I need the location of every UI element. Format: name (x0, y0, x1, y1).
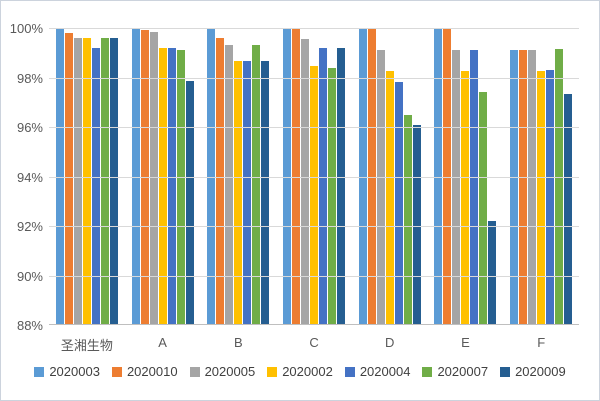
bar-2020005-A (149, 31, 158, 325)
legend-item-2020004: 2020004 (344, 364, 411, 379)
gridline-98 (49, 77, 579, 79)
bar-2020007-B (252, 45, 261, 325)
bar-2020009-D (412, 124, 421, 325)
legend-label: 2020009 (515, 364, 566, 379)
bar-2020005-E (452, 50, 461, 325)
bar-2020010-圣湘生物 (64, 32, 73, 325)
bar-2020010-B (216, 37, 225, 325)
legend-item-2020003: 2020003 (34, 364, 100, 379)
legend-item-2020007: 2020007 (422, 364, 488, 379)
gridline-92 (49, 226, 579, 227)
x-category-label: D (385, 335, 395, 350)
bar-2020002-B (234, 61, 243, 325)
bar-2020005-圣湘生物 (73, 37, 82, 325)
gridline-100 (49, 28, 579, 29)
bar-2020009-F (564, 93, 573, 325)
bar-2020005-D (376, 50, 385, 325)
bar-2020010-F (519, 50, 528, 325)
bar-2020005-C (301, 39, 310, 325)
y-axis: 100% 98% 96% 94% 92% 90% 88% (1, 1, 43, 400)
legend-swatch-icon (189, 366, 200, 377)
bar-2020004-F (546, 70, 555, 325)
bar-2020002-D (385, 71, 394, 325)
bar-2020004-C (319, 47, 328, 325)
x-category-label: A (158, 335, 167, 350)
bar-group-F (503, 28, 579, 325)
bar-2020007-A (176, 50, 185, 325)
x-category-label: 圣湘生物 (60, 338, 113, 353)
bar-2020004-A (167, 47, 176, 325)
legend: 2020003 2020010 2020005 2020002 2020004 20200… (1, 364, 599, 379)
bar-2020004-E (470, 50, 479, 325)
legend-swatch-icon (111, 366, 122, 377)
legend-swatch-icon (34, 366, 45, 377)
plot-area (49, 28, 579, 325)
bar-2020004-D (394, 82, 403, 325)
legend-swatch-icon (267, 366, 278, 377)
legend-label: 2020010 (126, 364, 178, 379)
bar-2020009-圣湘生物 (109, 37, 118, 325)
legend-label: 2020004 (359, 364, 411, 379)
bar-2020007-E (479, 92, 488, 325)
bar-2020007-F (555, 49, 564, 325)
y-tick-label: 98% (16, 70, 43, 86)
bar-2020009-E (488, 221, 497, 325)
gridline-90 (49, 275, 579, 277)
legend-item-2020010: 2020010 (111, 364, 178, 379)
bar-2020003-F (510, 50, 519, 325)
gridline-94 (49, 176, 579, 178)
legend-swatch-icon (422, 366, 433, 377)
bar-2020005-B (225, 45, 234, 325)
x-category-label: B (233, 335, 243, 350)
legend-label: 2020005 (204, 364, 256, 379)
bar-2020005-F (528, 50, 537, 325)
legend-item-2020009: 2020009 (500, 364, 566, 379)
y-tick-label: 90% (16, 268, 43, 284)
legend-label: 2020007 (437, 364, 489, 379)
x-axis-line (49, 324, 579, 325)
bar-2020002-F (537, 71, 546, 325)
x-category-label: F (537, 335, 546, 350)
y-tick-label: 94% (16, 169, 43, 185)
bar-2020009-C (337, 47, 346, 325)
legend-swatch-icon (344, 366, 355, 377)
bar-2020009-A (185, 81, 194, 325)
bar-2020002-E (461, 71, 470, 325)
bar-2020010-A (140, 30, 149, 325)
legend-item-2020002: 2020002 (267, 364, 333, 379)
bar-2020004-B (243, 61, 252, 325)
bar-2020007-D (403, 114, 412, 325)
bar-2020004-圣湘生物 (91, 47, 100, 325)
bar-groups-container (49, 28, 579, 325)
y-tick-label: 100% (9, 21, 43, 36)
gridline-96 (49, 127, 579, 128)
bar-2020002-A (158, 47, 167, 325)
legend-item-2020005: 2020005 (189, 364, 256, 379)
bar-2020007-C (328, 67, 337, 325)
x-category-label: E (461, 335, 470, 350)
bar-2020002-圣湘生物 (82, 37, 91, 325)
y-tick-label: 92% (16, 219, 43, 234)
legend-label: 2020002 (282, 364, 333, 379)
x-category-label: C (309, 335, 319, 350)
bar-2020007-圣湘生物 (100, 37, 109, 325)
y-tick-label: 88% (16, 318, 43, 333)
x-axis: 圣湘生物 A B C D E F (49, 335, 579, 355)
legend-swatch-icon (500, 366, 511, 377)
bar-2020009-B (261, 61, 270, 325)
bar-2020002-C (310, 66, 319, 325)
y-tick-label: 96% (16, 120, 43, 135)
legend-label: 2020003 (49, 364, 100, 379)
